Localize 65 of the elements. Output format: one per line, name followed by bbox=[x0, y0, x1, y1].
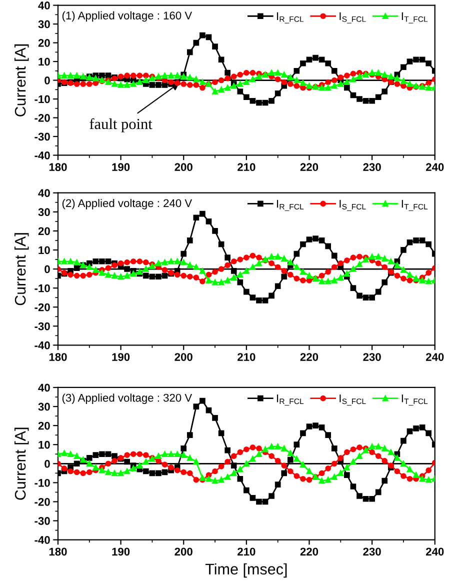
x-tick-label: 240 bbox=[426, 163, 444, 172]
legend-label: I$_{S_FCL}$ bbox=[340, 12, 366, 24]
y-tick-label: 10 bbox=[38, 58, 50, 66]
legend-label: I$_{T_FCL}$ bbox=[402, 12, 428, 24]
x-tick-label: 210 bbox=[238, 163, 256, 172]
y-axis-title: Current [A] bbox=[14, 44, 29, 116]
annotation: fault point bbox=[90, 118, 152, 132]
y-tick-label: 20 bbox=[38, 422, 50, 430]
x-tick-label: 180 bbox=[49, 353, 67, 361]
y-tick-label: -40 bbox=[34, 152, 50, 160]
y-tick-label: -20 bbox=[34, 498, 50, 506]
y-tick-label: 20 bbox=[38, 227, 50, 236]
y-tick-label: -30 bbox=[34, 132, 50, 141]
x-tick-label: 220 bbox=[300, 353, 318, 361]
x-tick-label: 190 bbox=[112, 548, 130, 556]
y-tick-label: -40 bbox=[34, 341, 50, 350]
x-tick-label: 200 bbox=[174, 163, 192, 172]
y-tick-label: -30 bbox=[34, 322, 50, 330]
x-axis-title: Time [msec] bbox=[205, 563, 287, 578]
y-tick-label: 30 bbox=[38, 208, 50, 216]
legend-label: I$_{S_FCL}$ bbox=[340, 394, 366, 406]
y-axis-title: Current [A] bbox=[14, 428, 29, 500]
y-axis-title: Current [A] bbox=[14, 233, 29, 306]
x-tick-label: 220 bbox=[300, 163, 318, 172]
x-tick-label: 180 bbox=[49, 548, 67, 556]
text: (2) Applied voltage : 240 V bbox=[62, 198, 192, 210]
x-tick-label: 200 bbox=[174, 548, 192, 556]
x-tick-label: 220 bbox=[300, 548, 318, 556]
y-tick-label: -20 bbox=[34, 303, 50, 312]
y-tick-label: -10 bbox=[34, 95, 50, 104]
x-tick-label: 200 bbox=[174, 353, 192, 361]
legend-label: I$_{S_FCL}$ bbox=[340, 200, 366, 211]
y-tick-label: 0 bbox=[44, 265, 50, 274]
x-tick-label: 240 bbox=[426, 353, 444, 361]
x-tick-label: 190 bbox=[112, 163, 130, 172]
x-tick-label: 240 bbox=[426, 548, 444, 556]
x-tick-label: 230 bbox=[363, 163, 381, 172]
x-tick-label: 180 bbox=[49, 163, 67, 172]
y-tick-label: 0 bbox=[44, 76, 50, 84]
y-tick-label: 40 bbox=[38, 189, 50, 197]
legend-label: I$_{T_FCL}$ bbox=[402, 394, 428, 406]
y-tick-label: -20 bbox=[34, 114, 50, 122]
y-tick-label: 30 bbox=[38, 402, 50, 411]
y-tick-label: -30 bbox=[34, 517, 50, 525]
y-tick-label: 40 bbox=[38, 384, 50, 392]
legend-label: I$_{T_FCL}$ bbox=[402, 200, 428, 211]
legend-label: I$_{R_FCL}$ bbox=[277, 12, 304, 24]
y-tick-label: 40 bbox=[38, 2, 50, 10]
x-tick-label: 190 bbox=[112, 353, 130, 361]
y-tick-label: 0 bbox=[44, 460, 50, 468]
y-tick-label: 10 bbox=[38, 246, 50, 254]
legend-label: I$_{R_FCL}$ bbox=[277, 200, 304, 211]
x-tick-label: 230 bbox=[363, 548, 381, 556]
text: (3) Applied voltage : 320 V bbox=[62, 394, 192, 404]
x-tick-label: 210 bbox=[238, 353, 256, 361]
y-tick-label: -10 bbox=[34, 478, 50, 487]
legend-label: I$_{R_FCL}$ bbox=[277, 394, 304, 406]
y-tick-label: -10 bbox=[34, 284, 50, 292]
y-tick-label: -40 bbox=[34, 536, 50, 544]
y-tick-label: 10 bbox=[38, 440, 50, 449]
text: (1) Applied voltage : 160 V bbox=[62, 11, 192, 22]
x-tick-label: 230 bbox=[363, 353, 381, 361]
y-tick-label: 30 bbox=[38, 20, 50, 28]
y-tick-label: 20 bbox=[38, 39, 50, 47]
x-tick-label: 210 bbox=[238, 548, 256, 556]
